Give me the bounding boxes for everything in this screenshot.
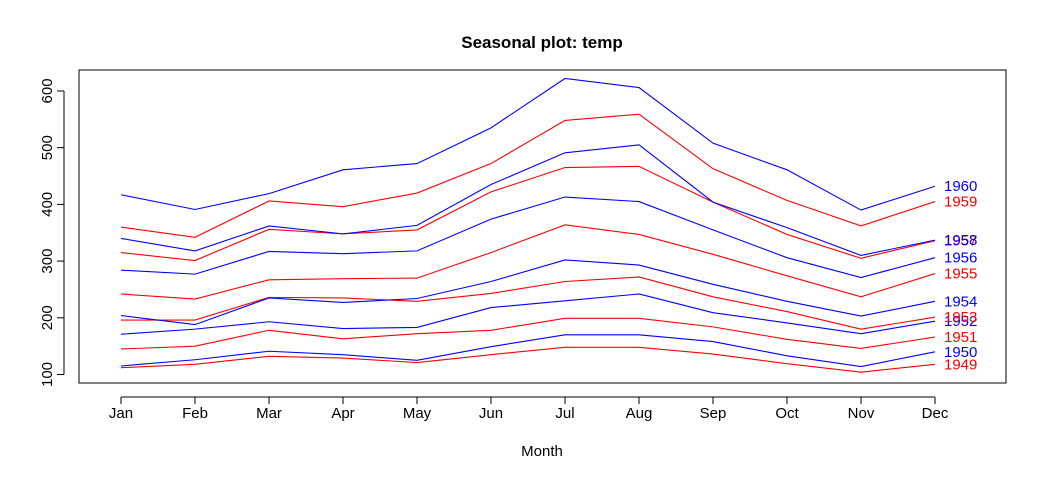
x-tick-label: Nov bbox=[848, 405, 875, 422]
y-tick-label: 500 bbox=[39, 135, 56, 160]
x-tick-label: Jan bbox=[109, 405, 133, 422]
series-line-1950 bbox=[120, 334, 936, 368]
series-label-1960: 1960 bbox=[944, 178, 977, 195]
x-tick-label: Aug bbox=[626, 405, 653, 422]
y-tick-label: 200 bbox=[39, 305, 56, 330]
series-label-1952: 1952 bbox=[944, 313, 977, 330]
series-lines bbox=[120, 77, 936, 373]
series-line-1951 bbox=[120, 317, 936, 350]
series-line-1956 bbox=[120, 196, 936, 279]
series-label-1949: 1949 bbox=[944, 356, 977, 373]
y-tick-label: 300 bbox=[39, 249, 56, 274]
x-tick-label: Jul bbox=[555, 405, 574, 422]
plot-frame bbox=[78, 69, 1007, 384]
series-line-1954 bbox=[120, 259, 936, 326]
x-tick-label: May bbox=[403, 405, 432, 422]
x-tick-label: Feb bbox=[182, 405, 208, 422]
y-axis: 100 200 300 400 500 600 bbox=[39, 78, 65, 387]
series-label-1953: 1953 bbox=[944, 309, 977, 326]
chart-title: Seasonal plot: temp bbox=[461, 33, 623, 52]
x-axis-label: Month bbox=[521, 443, 563, 460]
x-tick-label: Mar bbox=[256, 405, 282, 422]
series-line-1952 bbox=[120, 293, 936, 335]
series-line-1949 bbox=[120, 346, 936, 373]
series-line-1959 bbox=[120, 113, 936, 238]
series-label-1955: 1955 bbox=[944, 266, 977, 283]
series-label-1958: 1958 bbox=[944, 232, 977, 249]
series-label-1950: 1950 bbox=[944, 344, 977, 361]
series-line-1953 bbox=[121, 276, 936, 330]
x-tick-label: Apr bbox=[331, 405, 354, 422]
y-tick-label: 100 bbox=[39, 362, 56, 387]
y-tick-label: 400 bbox=[39, 192, 56, 217]
series-label-1951: 1951 bbox=[944, 329, 977, 346]
series-line-1955 bbox=[120, 224, 936, 300]
series-line-1958 bbox=[120, 144, 936, 256]
x-tick-label: Sep bbox=[700, 405, 727, 422]
series-label-1959: 1959 bbox=[944, 194, 977, 211]
x-tick-label: Oct bbox=[775, 405, 799, 422]
series-label-1957: 1957 bbox=[944, 233, 977, 250]
x-tick-label: Jun bbox=[479, 405, 503, 422]
x-axis: Jan Feb Mar Apr May Jun Jul Aug Sep Oct Nov Dec bbox=[109, 396, 949, 422]
series-label-1956: 1956 bbox=[944, 250, 977, 267]
series-line-1960 bbox=[120, 77, 936, 211]
x-tick-label: Dec bbox=[922, 405, 949, 422]
y-tick-label: 600 bbox=[39, 78, 56, 103]
series-line-1957 bbox=[120, 165, 936, 262]
series-label-1954: 1954 bbox=[944, 293, 977, 310]
